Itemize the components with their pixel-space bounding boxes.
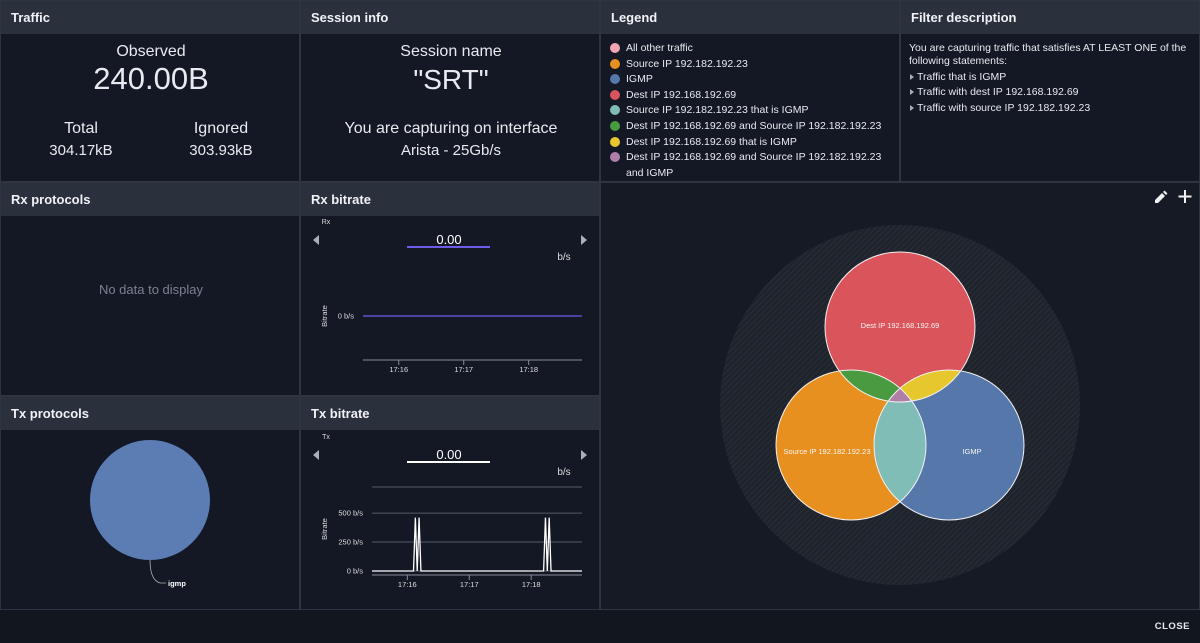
- current-value: 0.00: [436, 447, 461, 462]
- x-tick-label: 17:16: [398, 580, 417, 589]
- next-button[interactable]: [581, 450, 587, 460]
- prev-button[interactable]: [313, 450, 319, 460]
- prev-button[interactable]: [313, 235, 319, 245]
- unit-label: b/s: [557, 252, 570, 263]
- bitrate-line: [372, 518, 582, 571]
- x-tick-label: 17:17: [454, 365, 473, 374]
- venn-label: Source IP 192.182.192.23: [783, 447, 870, 456]
- y-axis-label: Bitrate: [320, 518, 329, 540]
- x-tick-label: 17:16: [389, 365, 408, 374]
- y-tick-label: 500 b/s: [338, 509, 363, 518]
- x-tick-label: 17:17: [460, 580, 479, 589]
- y-tick-label: 0 b/s: [338, 312, 355, 321]
- venn-label: Dest IP 192.168.192.69: [861, 321, 940, 330]
- series-label: Tx: [322, 434, 330, 441]
- add-button[interactable]: [1179, 190, 1192, 203]
- y-tick-label: 0 b/s: [347, 567, 364, 576]
- footer: CLOSE: [0, 610, 1200, 643]
- close-button[interactable]: CLOSE: [1155, 621, 1190, 632]
- x-tick-label: 17:18: [519, 365, 538, 374]
- y-tick-label: 250 b/s: [338, 538, 363, 547]
- unit-label: b/s: [557, 467, 570, 478]
- leader-line: [150, 560, 166, 583]
- current-value: 0.00: [436, 232, 461, 247]
- edit-button[interactable]: [1155, 191, 1168, 204]
- pie-slice: [90, 440, 210, 560]
- next-button[interactable]: [581, 235, 587, 245]
- pie-label: igmp: [168, 579, 186, 588]
- series-label: Rx: [322, 219, 331, 226]
- y-axis-label: Bitrate: [320, 305, 329, 327]
- charts: Rx 0.00 b/s Bitrate 0 b/s 17:16 17:17 17:18 Tx 0.…: [0, 0, 1200, 610]
- venn-label: IGMP: [962, 447, 981, 456]
- x-tick-label: 17:18: [522, 580, 541, 589]
